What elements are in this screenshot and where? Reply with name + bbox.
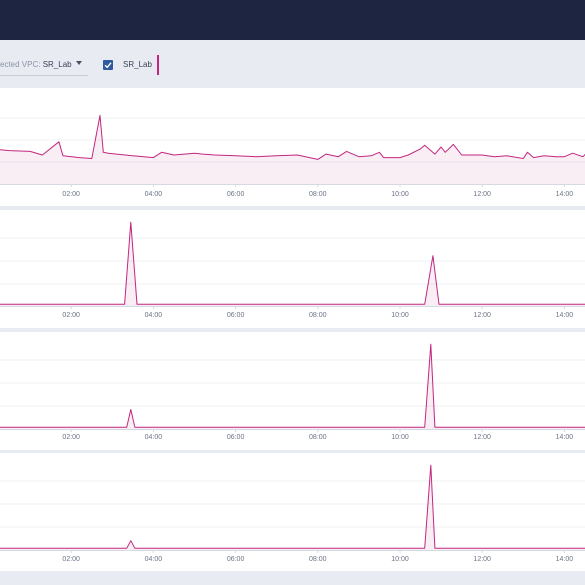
x-tick-label: 04:00 — [145, 191, 163, 198]
x-tick-label: 06:00 — [227, 434, 245, 441]
x-tick-label: 04:00 — [145, 556, 163, 563]
x-tick-label: 12:00 — [473, 434, 491, 441]
x-tick-label: 06:00 — [227, 191, 245, 198]
top-navigation-bar — [0, 0, 585, 40]
chart-panel-3: 02:00 04:00 06:00 08:00 10:00 12:00 14:00 — [0, 332, 585, 450]
series-line-1 — [0, 114, 585, 160]
x-tick-label: 14:00 — [556, 556, 574, 563]
x-tick-label: 14:00 — [556, 312, 574, 319]
x-tick-label: 02:00 — [62, 556, 80, 563]
x-tick-label: 04:00 — [145, 434, 163, 441]
x-tick-label: 12:00 — [473, 556, 491, 563]
bottom-bar — [0, 571, 585, 585]
vpc-selector[interactable]: ected VPC: SR_Lab — [0, 55, 88, 76]
x-tick-label: 06:00 — [227, 312, 245, 319]
x-tick-label: 12:00 — [473, 312, 491, 319]
x-tick-label: 02:00 — [62, 312, 80, 319]
legend-color-swatch — [157, 55, 159, 75]
vpc-selector-value: SR_Lab — [42, 60, 72, 69]
x-tick-label: 10:00 — [391, 312, 409, 319]
x-tick-label: 08:00 — [309, 556, 327, 563]
x-tick-label: 08:00 — [309, 312, 327, 319]
x-tick-label: 08:00 — [309, 434, 327, 441]
x-tick-label: 02:00 — [62, 434, 80, 441]
chart-1-svg: 02:00 04:00 06:00 08:00 10:00 12:00 14:00 — [0, 114, 585, 198]
legend-checkbox[interactable] — [103, 60, 113, 70]
chart-panel-4: 02:00 04:00 06:00 08:00 10:00 12:00 14:00 — [0, 453, 585, 571]
chart-3-svg: 02:00 04:00 06:00 08:00 10:00 12:00 14:00 — [0, 343, 585, 441]
x-tick-label: 10:00 — [391, 434, 409, 441]
series-area-1 — [0, 465, 585, 550]
x-tick-label: 06:00 — [227, 556, 245, 563]
chart-4-svg: 02:00 04:00 06:00 08:00 10:00 12:00 14:00 — [0, 464, 585, 563]
x-tick-label: 10:00 — [391, 191, 409, 198]
x-tick-label: 14:00 — [556, 434, 574, 441]
x-tick-label: 04:00 — [145, 312, 163, 319]
x-tick-label: 02:00 — [62, 191, 80, 198]
x-tick-label: 08:00 — [309, 191, 327, 198]
series-area-1 — [0, 115, 585, 184]
check-icon — [104, 62, 112, 69]
chevron-down-icon[interactable] — [76, 61, 82, 65]
series-area-1 — [0, 222, 585, 306]
chart-2-svg: 02:00 04:00 06:00 08:00 10:00 12:00 14:00 — [0, 221, 585, 319]
filter-toolbar — [0, 40, 585, 88]
x-tick-label: 12:00 — [473, 191, 491, 198]
chart-panel-1: 02:00 04:00 06:00 08:00 10:00 12:00 14:00 — [0, 88, 585, 206]
x-tick-label: 14:00 — [556, 191, 574, 198]
legend-label: SR_Lab — [123, 60, 152, 69]
series-line-1 — [0, 464, 585, 549]
series-line-1 — [0, 343, 585, 428]
chart-panel-2: 02:00 04:00 06:00 08:00 10:00 12:00 14:00 — [0, 210, 585, 328]
x-tick-label: 10:00 — [391, 556, 409, 563]
series-area-1 — [0, 344, 585, 429]
series-line-1 — [0, 221, 585, 305]
vpc-selector-label: ected VPC: — [0, 60, 43, 69]
